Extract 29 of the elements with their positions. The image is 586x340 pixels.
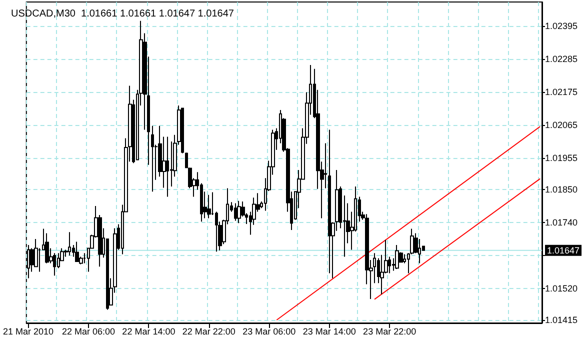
candlestick [53,252,56,276]
x-tick-label: 23 Mar 22:00 [363,326,416,336]
y-tick-label: 1.02065 [545,120,578,130]
x-tick-label: 22 Mar 14:00 [122,326,176,336]
candlestick [237,200,241,224]
x-tick-label: 22 Mar 22:00 [182,326,236,336]
candlestick [75,241,79,262]
y-tick-label: 1.01415 [545,315,578,325]
x-tick-label: 22 Mar 06:00 [62,326,116,336]
candlestick [207,194,211,219]
candlestick [234,202,237,222]
text: USDCAD,M30 1.01661 1.01661 1.01647 1.01647 [11,8,234,20]
y-tick-label: 1.02395 [545,21,578,31]
y-tick-label: 1.02285 [545,54,578,64]
y-tick-label: 1.01850 [545,184,578,194]
candlestick [395,244,399,270]
y-tick-label: 1.01955 [545,153,578,163]
x-tick-label: 23 Mar 14:00 [302,326,356,336]
ref-line-label: 1.01647 [547,245,580,256]
x-tick-label: 21 Mar 2010 [2,326,54,336]
candlestick [151,125,154,192]
candlestick [45,232,49,264]
y-tick-label: 1.01740 [545,218,578,228]
y-tick-label: 1.01520 [545,284,578,294]
y-tick-label: 1.02175 [545,87,578,97]
candlestick [166,136,169,198]
candlestick [34,238,38,268]
x-tick-label: 23 Mar 06:00 [242,326,296,336]
candlestick [68,232,71,256]
